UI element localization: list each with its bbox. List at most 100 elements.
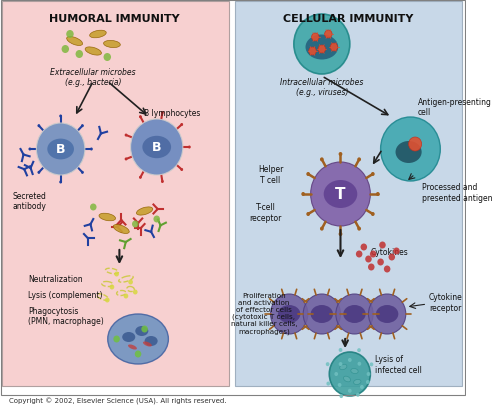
Circle shape (59, 181, 62, 184)
Circle shape (334, 372, 338, 376)
Circle shape (340, 394, 343, 398)
Ellipse shape (136, 326, 148, 336)
Circle shape (132, 221, 138, 228)
Circle shape (326, 362, 330, 366)
Circle shape (154, 216, 160, 223)
Circle shape (384, 266, 390, 273)
Ellipse shape (310, 305, 333, 323)
Circle shape (139, 176, 142, 180)
Text: Cytokine
receptor: Cytokine receptor (429, 292, 463, 312)
Ellipse shape (142, 137, 171, 159)
Circle shape (348, 389, 352, 393)
Ellipse shape (90, 31, 106, 39)
Circle shape (358, 227, 361, 231)
Circle shape (368, 294, 406, 334)
Ellipse shape (144, 336, 158, 346)
Text: B: B (56, 143, 66, 156)
Circle shape (380, 118, 440, 182)
Text: Lysis of
infected cell: Lysis of infected cell (375, 355, 422, 374)
Circle shape (161, 180, 164, 184)
Text: Helper
T cell: Helper T cell (258, 165, 283, 184)
Circle shape (110, 285, 114, 290)
Circle shape (114, 272, 119, 277)
Text: Antigen-presenting
cell: Antigen-presenting cell (418, 97, 492, 117)
Circle shape (81, 171, 84, 174)
Text: B lymphocytes: B lymphocytes (144, 109, 201, 118)
Circle shape (324, 31, 332, 39)
Circle shape (320, 227, 324, 231)
Circle shape (312, 34, 319, 42)
Circle shape (90, 204, 96, 211)
Circle shape (358, 362, 361, 366)
Circle shape (38, 125, 40, 128)
Text: Processed and
presented antigen: Processed and presented antigen (422, 183, 492, 202)
Circle shape (180, 124, 183, 127)
Text: Intracellular microbes
(e.g., viruses): Intracellular microbes (e.g., viruses) (280, 78, 363, 97)
Ellipse shape (108, 314, 168, 364)
FancyBboxPatch shape (235, 2, 462, 386)
Text: CELLULAR IMMUNITY: CELLULAR IMMUNITY (283, 14, 413, 24)
Circle shape (38, 171, 40, 174)
Ellipse shape (376, 305, 398, 323)
Text: Cytokines: Cytokines (371, 247, 409, 256)
Ellipse shape (104, 41, 120, 48)
Circle shape (310, 163, 370, 227)
Circle shape (270, 294, 308, 334)
Circle shape (338, 348, 342, 352)
Ellipse shape (396, 142, 421, 164)
Circle shape (36, 124, 85, 175)
Circle shape (124, 158, 128, 161)
Circle shape (139, 116, 142, 119)
Circle shape (90, 148, 93, 151)
Circle shape (378, 259, 384, 266)
Text: T-cell
receptor: T-cell receptor (250, 203, 282, 222)
Circle shape (326, 382, 330, 386)
Ellipse shape (278, 305, 300, 323)
Circle shape (161, 112, 164, 115)
Circle shape (135, 351, 141, 357)
Ellipse shape (48, 139, 74, 160)
Circle shape (376, 193, 380, 196)
Circle shape (379, 242, 386, 249)
Circle shape (408, 138, 422, 152)
Circle shape (318, 46, 326, 54)
Ellipse shape (306, 36, 338, 61)
Circle shape (62, 46, 69, 54)
Circle shape (336, 294, 373, 334)
Text: Copyright © 2002, Elsevier Science (USA). All rights reserved.: Copyright © 2002, Elsevier Science (USA)… (10, 397, 227, 404)
Ellipse shape (354, 380, 361, 384)
Circle shape (338, 153, 342, 157)
Circle shape (388, 254, 395, 261)
Circle shape (371, 173, 374, 177)
Circle shape (306, 213, 310, 216)
Text: Neutralization: Neutralization (28, 274, 82, 283)
Circle shape (366, 380, 370, 384)
FancyBboxPatch shape (0, 389, 466, 409)
Ellipse shape (344, 376, 350, 382)
Circle shape (28, 148, 32, 151)
Circle shape (104, 54, 111, 62)
Circle shape (81, 125, 84, 128)
Circle shape (130, 120, 183, 175)
Circle shape (370, 362, 374, 366)
FancyBboxPatch shape (2, 2, 228, 386)
Ellipse shape (344, 305, 365, 323)
Circle shape (302, 193, 305, 196)
Circle shape (188, 146, 191, 149)
Text: Extracellular microbes
(e.g., bacteria): Extracellular microbes (e.g., bacteria) (50, 68, 136, 87)
Circle shape (114, 336, 120, 343)
Text: B: B (152, 141, 162, 154)
Circle shape (133, 290, 138, 295)
Circle shape (360, 385, 364, 389)
Circle shape (180, 169, 183, 172)
Text: T: T (335, 187, 345, 202)
Circle shape (360, 244, 367, 251)
Ellipse shape (66, 37, 82, 46)
Text: Secreted
antibody: Secreted antibody (13, 191, 47, 211)
Circle shape (356, 393, 360, 397)
Circle shape (365, 256, 372, 263)
Ellipse shape (324, 180, 358, 209)
Circle shape (124, 134, 128, 137)
Ellipse shape (114, 225, 129, 234)
Circle shape (128, 280, 133, 285)
